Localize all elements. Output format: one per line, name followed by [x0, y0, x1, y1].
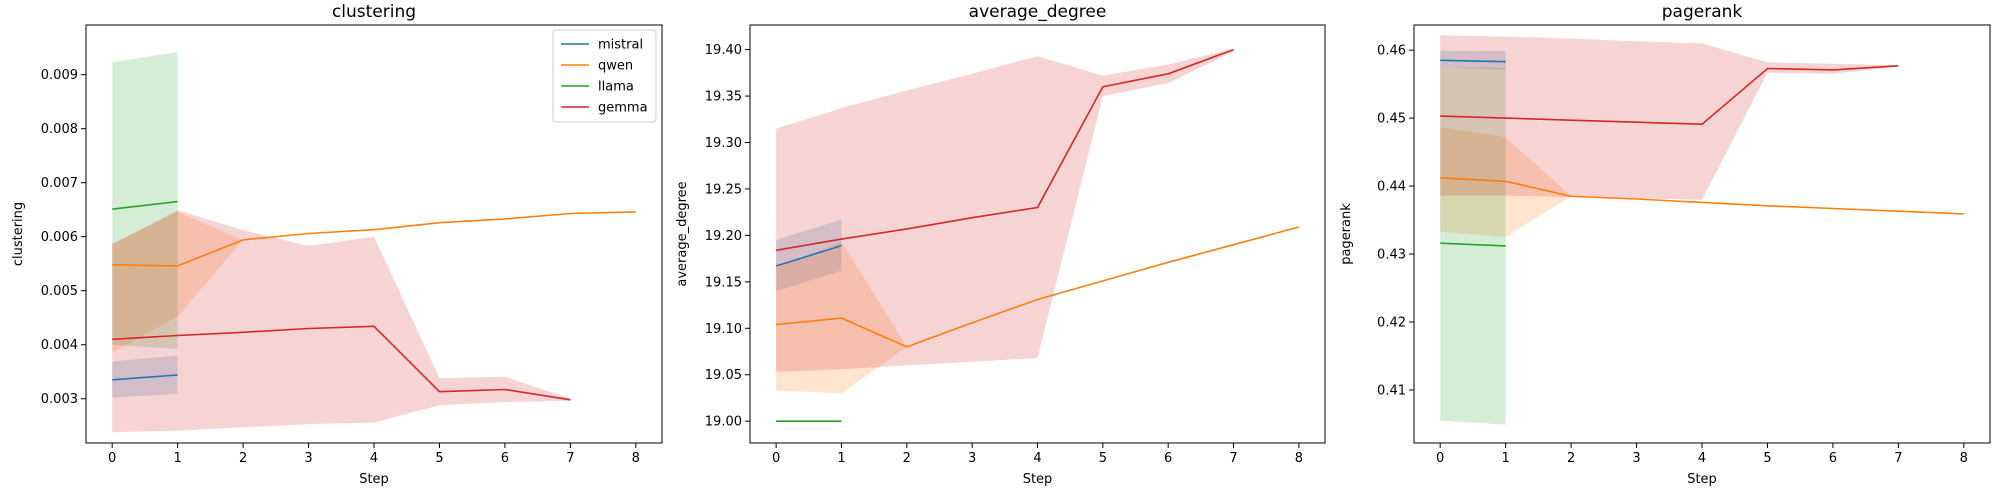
chart-title: average_degree [969, 2, 1107, 22]
y-tick-label: 0.41 [1377, 383, 1406, 398]
x-tick-label: 5 [435, 451, 443, 466]
x-tick-label: 4 [1033, 451, 1041, 466]
x-axis-label: Step [1023, 472, 1053, 487]
series-line-gemma [1440, 65, 1899, 126]
y-tick-label: 19.40 [705, 43, 742, 58]
series-line-qwen [112, 211, 636, 267]
legend-box [552, 29, 657, 123]
y-tick-label: 19.20 [705, 229, 742, 244]
x-tick-label: 8 [632, 451, 640, 466]
y-tick-label: 0.007 [41, 176, 78, 191]
confidence-band-gemma [1440, 35, 1899, 200]
confidence-band-llama [1440, 67, 1506, 425]
confidence-band-mistral [112, 355, 178, 398]
confidence-band-gemma [776, 48, 1234, 372]
x-axis-label: Step [1687, 472, 1717, 487]
series-line-mistral [112, 374, 178, 381]
x-axis-label: Step [359, 472, 389, 487]
legend-label-llama: llama [598, 80, 634, 95]
y-tick-label: 0.005 [41, 284, 78, 299]
y-tick-label: 19.35 [705, 90, 742, 105]
series-line-gemma [112, 325, 571, 401]
x-tick-label: 3 [968, 451, 976, 466]
y-tick-label: 0.46 [1377, 44, 1406, 59]
subplot-clustering: 0 1 2 3 4 5 6 7 8 0.003 0.004 0.005 0.006 0.007 0.008 0… [11, 2, 663, 487]
x-tick-label: 6 [1164, 451, 1172, 466]
y-tick-label: 19.25 [705, 182, 742, 197]
y-tick-label: 0.009 [41, 68, 78, 83]
y-tick-label: 0.006 [41, 230, 78, 245]
subplot-pagerank: 0 1 2 3 4 5 6 7 8 0.41 0.42 0.43 0.44 0.45 0.46 pageran… [1339, 2, 1991, 487]
x-tick-label: 2 [1567, 451, 1575, 466]
subplot-average-degree: 0 1 2 3 4 5 6 7 8 19.00 19.05 19.10 19.15 19.20 19.25 1… [675, 2, 1326, 487]
x-tick-label: 2 [239, 451, 247, 466]
series-line-llama [112, 200, 178, 210]
chart-title: pagerank [1662, 2, 1743, 22]
legend-label-gemma: gemma [598, 101, 648, 116]
y-axis-label: pagerank [1339, 203, 1354, 265]
x-tick-label: 0 [772, 451, 780, 466]
series-line-qwen [1440, 177, 1964, 215]
y-axis-label: average_degree [675, 181, 690, 286]
y-tick-label: 0.008 [41, 122, 78, 137]
chart-title: clustering [332, 2, 416, 22]
y-tick-label: 0.42 [1377, 316, 1406, 331]
x-tick-label: 8 [1295, 451, 1303, 466]
x-tick-label: 8 [1960, 451, 1968, 466]
x-tick-label: 3 [304, 451, 312, 466]
x-tick-label: 4 [1698, 451, 1706, 466]
x-tick-label: 5 [1099, 451, 1107, 466]
y-tick-label: 19.05 [705, 368, 742, 383]
x-tick-label: 3 [1632, 451, 1640, 466]
confidence-band-llama [112, 52, 178, 349]
x-tick-label: 4 [370, 451, 378, 466]
y-tick-label: 0.45 [1377, 112, 1406, 127]
y-tick-label: 0.44 [1377, 180, 1406, 195]
y-tick-label: 0.004 [41, 338, 78, 353]
series-line-qwen [776, 226, 1300, 348]
x-tick-label: 7 [1894, 451, 1902, 466]
confidence-band-qwen [1440, 127, 1964, 238]
x-tick-label: 0 [1436, 451, 1444, 466]
x-tick-label: 7 [1229, 451, 1237, 466]
x-tick-label: 1 [173, 451, 181, 466]
x-tick-label: 6 [1829, 451, 1837, 466]
y-tick-label: 0.003 [41, 392, 78, 407]
confidence-band-qwen [776, 227, 1299, 394]
y-tick-label: 19.10 [705, 322, 742, 337]
y-tick-label: 19.30 [705, 136, 742, 151]
legend-label-mistral: mistral [598, 38, 643, 53]
x-tick-label: 7 [566, 451, 574, 466]
y-tick-label: 19.00 [705, 415, 742, 430]
x-tick-label: 6 [501, 451, 509, 466]
legend-label-qwen: qwen [598, 59, 633, 74]
confidence-band-gemma [112, 210, 571, 433]
x-tick-label: 0 [108, 451, 116, 466]
y-tick-label: 19.15 [705, 275, 742, 290]
x-tick-label: 5 [1763, 451, 1771, 466]
x-tick-label: 1 [837, 451, 845, 466]
x-tick-label: 2 [903, 451, 911, 466]
x-tick-label: 1 [1501, 451, 1509, 466]
legend: mistral qwen llama gemma [552, 29, 657, 123]
confidence-band-qwen [112, 211, 636, 353]
y-axis-label: clustering [11, 202, 26, 266]
series-line-gemma [775, 48, 1234, 252]
series-line-mistral [1440, 59, 1506, 63]
y-tick-label: 0.43 [1377, 248, 1406, 263]
series-line-mistral [775, 244, 842, 267]
series-line-llama [1440, 242, 1506, 247]
